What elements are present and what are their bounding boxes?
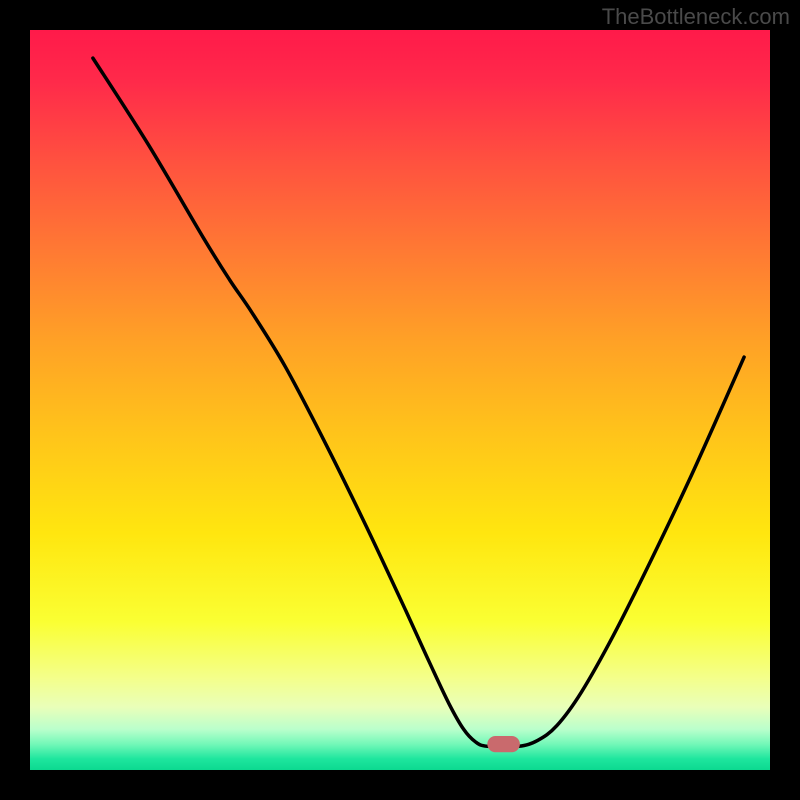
gradient-panel [30, 30, 770, 770]
chart-stage: TheBottleneck.com [0, 0, 800, 800]
chart-svg [0, 0, 800, 800]
optimum-marker [487, 736, 520, 752]
watermark-text: TheBottleneck.com [602, 4, 790, 30]
